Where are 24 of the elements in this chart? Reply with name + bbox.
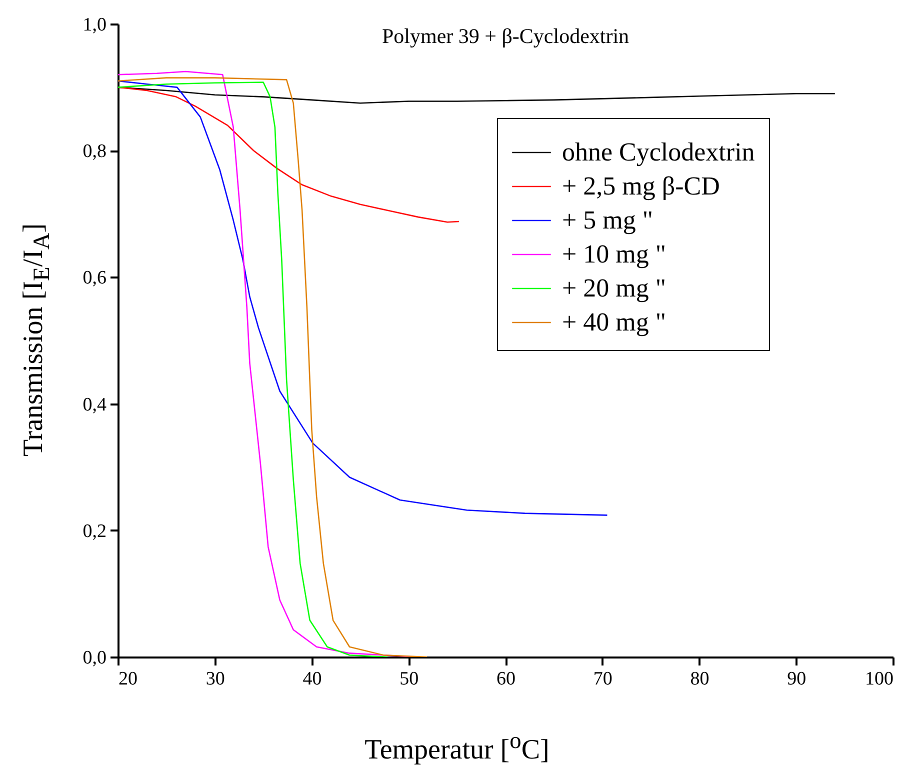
x-tick-label: 90 — [787, 668, 806, 690]
x-tick-label: 80 — [690, 668, 710, 690]
y-tick-label: 0,0 — [82, 648, 106, 668]
legend-label: + 20 mg " — [562, 274, 666, 302]
chart-title: Polymer 39 + β-Cyclodextrin — [382, 24, 630, 48]
x-tick-label: 70 — [593, 668, 612, 690]
legend-label: + 10 mg " — [562, 240, 666, 268]
x-axis-title: Temperatur [$^{o}$C] — [364, 728, 550, 765]
x-tick-label: 60 — [496, 668, 516, 690]
y-tick-label: 0,4 — [82, 394, 107, 416]
x-tick-label: 20 — [118, 668, 138, 690]
legend-label: + 5 mg " — [562, 206, 653, 234]
y-tick-label: 0,6 — [82, 268, 106, 289]
x-tick-label: 100 — [865, 668, 894, 690]
x-tick-label: 50 — [400, 668, 419, 690]
y-tick-label: 0,8 — [82, 141, 106, 162]
y-tick-label: 1,0 — [82, 14, 106, 36]
legend-label: ohne Cyclodextrin — [562, 138, 755, 166]
legend-label: + 2,5 mg β-CD — [562, 172, 720, 200]
legend-label: + 40 mg " — [562, 308, 666, 336]
y-tick-label: 0,2 — [82, 520, 106, 542]
x-tick-label: 30 — [206, 668, 225, 690]
x-tick-label: 40 — [302, 668, 322, 690]
line-series — [118, 86, 460, 223]
